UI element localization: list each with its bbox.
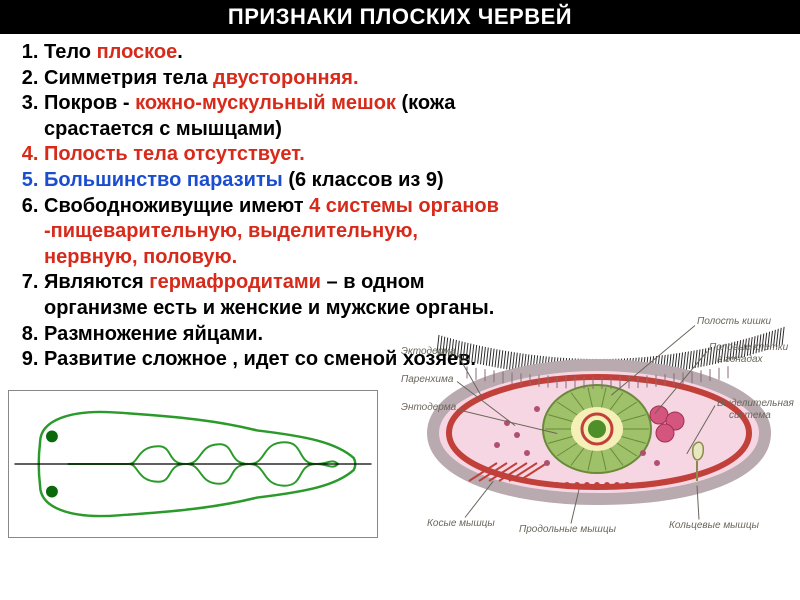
- cs-label: Выделительная: [717, 399, 794, 410]
- list-item: Полость тела отсутствует.: [44, 142, 790, 168]
- list-span: 4 системы органов: [309, 195, 499, 217]
- list-span: Свободноживущие имеют: [44, 195, 309, 217]
- cs-label: Продольные мышцы: [519, 525, 616, 536]
- list-span: (6 классов из 9): [288, 169, 443, 191]
- list-span: Являются: [44, 271, 149, 293]
- list-span: двусторонняя.: [213, 67, 358, 89]
- list-span: Размножение яйцами.: [44, 323, 263, 345]
- cs-label: система: [729, 411, 771, 422]
- list-item: Большинство паразиты (6 классов из 9): [44, 168, 790, 194]
- cs-label: Полость кишки: [697, 317, 771, 328]
- list-span: Покров -: [44, 92, 135, 114]
- list-span: Тело: [44, 41, 97, 63]
- cs-label: в гонадах: [717, 355, 763, 366]
- list-span: – в одном: [321, 271, 425, 293]
- title-bar: ПРИЗНАКИ ПЛОСКИХ ЧЕРВЕЙ: [0, 0, 800, 34]
- diagram-row: Полость кишкиПоловые клеткив гонадахЭкто…: [0, 373, 800, 542]
- list-span: (кожа: [396, 92, 455, 114]
- list-span: плоское: [97, 41, 178, 63]
- list-item: Тело плоское.: [44, 40, 790, 66]
- cs-label: Энтодерма: [401, 403, 456, 414]
- cs-label: Косые мышцы: [427, 519, 495, 530]
- list-item: Покров - кожно-мускульный мешок (кожа сра…: [44, 91, 790, 142]
- list-span: -пищеварительную, выделительную,: [44, 220, 418, 242]
- list-item: Симметрия тела двусторонняя.: [44, 66, 790, 92]
- list-item: Свободноживущие имеют 4 системы органов -…: [44, 194, 790, 271]
- cs-label: Кольцевые мышцы: [669, 521, 759, 532]
- cross-section-diagram: Полость кишки Половые клеткив гонадах Экто…: [397, 313, 792, 538]
- list-span: гермафродитами: [149, 271, 321, 293]
- cs-label: Паренхима: [401, 375, 453, 386]
- list-span: срастается с мышцами): [44, 118, 282, 140]
- cs-label: Половые клетки: [709, 343, 788, 354]
- list-span: Большинство паразиты: [44, 169, 288, 191]
- list-span: кожно-мускульный мешок: [135, 92, 396, 114]
- list-span: Полость тела отсутствует.: [44, 143, 305, 165]
- title-text: ПРИЗНАКИ ПЛОСКИХ ЧЕРВЕЙ: [228, 4, 572, 29]
- planaria-svg: [9, 391, 377, 537]
- cs-label: Эктодерма: [401, 347, 456, 358]
- planaria-diagram: [8, 390, 378, 538]
- list-span: нервную, половую.: [44, 246, 237, 268]
- list-span: Симметрия тела: [44, 67, 213, 89]
- list-span: .: [177, 41, 183, 63]
